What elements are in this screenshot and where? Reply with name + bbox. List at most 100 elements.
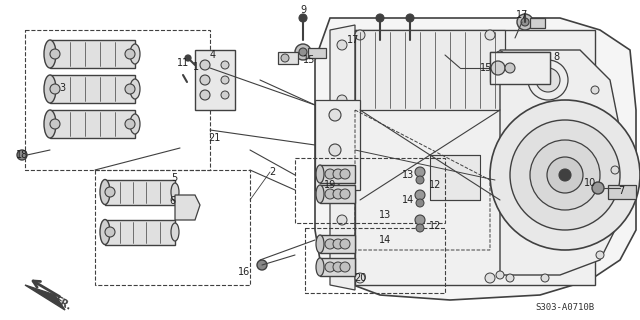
Bar bbox=[105, 180, 175, 205]
Text: 4: 4 bbox=[210, 50, 216, 60]
Circle shape bbox=[185, 55, 191, 61]
Circle shape bbox=[337, 95, 347, 105]
Circle shape bbox=[50, 49, 60, 59]
Circle shape bbox=[506, 274, 514, 282]
Bar bbox=[308, 48, 326, 58]
Ellipse shape bbox=[316, 165, 324, 183]
Circle shape bbox=[340, 239, 350, 249]
Bar bbox=[530, 18, 545, 28]
Circle shape bbox=[200, 90, 210, 100]
Circle shape bbox=[337, 40, 347, 50]
Circle shape bbox=[559, 169, 571, 181]
Circle shape bbox=[485, 273, 495, 283]
Circle shape bbox=[621, 189, 627, 195]
Bar bbox=[278, 52, 298, 64]
Circle shape bbox=[125, 49, 135, 59]
Bar bbox=[25, 30, 210, 170]
Ellipse shape bbox=[130, 79, 140, 99]
Bar bbox=[315, 100, 360, 190]
Circle shape bbox=[329, 174, 341, 186]
Bar bbox=[320, 258, 355, 276]
Text: 7: 7 bbox=[618, 186, 624, 196]
Text: 10: 10 bbox=[584, 178, 596, 188]
Circle shape bbox=[596, 251, 604, 259]
Circle shape bbox=[125, 119, 135, 129]
Ellipse shape bbox=[316, 185, 324, 203]
Ellipse shape bbox=[316, 258, 324, 276]
Circle shape bbox=[337, 265, 347, 275]
Bar bbox=[320, 185, 355, 203]
Bar bbox=[355, 30, 595, 285]
Circle shape bbox=[295, 44, 311, 60]
Circle shape bbox=[337, 155, 347, 165]
Text: 17: 17 bbox=[347, 35, 359, 45]
Text: 9: 9 bbox=[300, 5, 306, 15]
Circle shape bbox=[200, 60, 210, 70]
Circle shape bbox=[521, 18, 529, 26]
Circle shape bbox=[625, 189, 631, 195]
Circle shape bbox=[221, 76, 229, 84]
Bar bbox=[430, 155, 480, 200]
Ellipse shape bbox=[100, 220, 110, 244]
Text: FR.: FR. bbox=[52, 295, 72, 313]
Polygon shape bbox=[330, 25, 355, 290]
Text: 12: 12 bbox=[429, 180, 441, 190]
Circle shape bbox=[355, 273, 365, 283]
Circle shape bbox=[299, 14, 307, 22]
Circle shape bbox=[333, 169, 343, 179]
Ellipse shape bbox=[130, 114, 140, 134]
Text: 5: 5 bbox=[171, 173, 177, 183]
Circle shape bbox=[485, 30, 495, 40]
FancyArrowPatch shape bbox=[33, 281, 60, 297]
Bar bbox=[490, 52, 550, 84]
Circle shape bbox=[541, 274, 549, 282]
Circle shape bbox=[591, 86, 599, 94]
Circle shape bbox=[325, 189, 335, 199]
Circle shape bbox=[17, 150, 27, 160]
Circle shape bbox=[416, 224, 424, 232]
Text: 8: 8 bbox=[553, 52, 559, 62]
Text: 21: 21 bbox=[208, 133, 220, 143]
Ellipse shape bbox=[100, 180, 110, 204]
Text: 13: 13 bbox=[379, 210, 391, 220]
Text: 6: 6 bbox=[169, 196, 175, 206]
Circle shape bbox=[613, 189, 619, 195]
Text: 15: 15 bbox=[480, 63, 492, 73]
Text: S303-A0710B: S303-A0710B bbox=[536, 303, 595, 313]
Circle shape bbox=[517, 14, 533, 30]
Circle shape bbox=[592, 182, 604, 194]
Text: 11: 11 bbox=[177, 58, 189, 68]
Circle shape bbox=[333, 189, 343, 199]
Circle shape bbox=[333, 239, 343, 249]
Text: 19: 19 bbox=[324, 180, 336, 190]
Circle shape bbox=[530, 140, 600, 210]
Circle shape bbox=[50, 119, 60, 129]
Bar bbox=[295, 158, 445, 223]
Circle shape bbox=[406, 14, 414, 22]
Text: 2: 2 bbox=[269, 167, 275, 177]
Polygon shape bbox=[175, 195, 200, 220]
Circle shape bbox=[325, 239, 335, 249]
Bar bbox=[50, 40, 135, 68]
Circle shape bbox=[415, 215, 425, 225]
Circle shape bbox=[50, 84, 60, 94]
Bar bbox=[490, 52, 550, 82]
Polygon shape bbox=[25, 285, 65, 310]
Circle shape bbox=[505, 63, 515, 73]
Circle shape bbox=[221, 91, 229, 99]
Circle shape bbox=[329, 109, 341, 121]
Circle shape bbox=[299, 48, 307, 56]
Text: 14: 14 bbox=[402, 195, 414, 205]
Circle shape bbox=[325, 169, 335, 179]
Circle shape bbox=[496, 51, 504, 59]
Circle shape bbox=[340, 262, 350, 272]
Circle shape bbox=[547, 157, 583, 193]
Text: 13: 13 bbox=[402, 170, 414, 180]
Circle shape bbox=[609, 189, 615, 195]
Circle shape bbox=[416, 199, 424, 207]
Ellipse shape bbox=[44, 40, 56, 68]
Circle shape bbox=[496, 271, 504, 279]
Bar bbox=[305, 228, 445, 293]
Circle shape bbox=[325, 262, 335, 272]
Bar bbox=[50, 110, 135, 138]
